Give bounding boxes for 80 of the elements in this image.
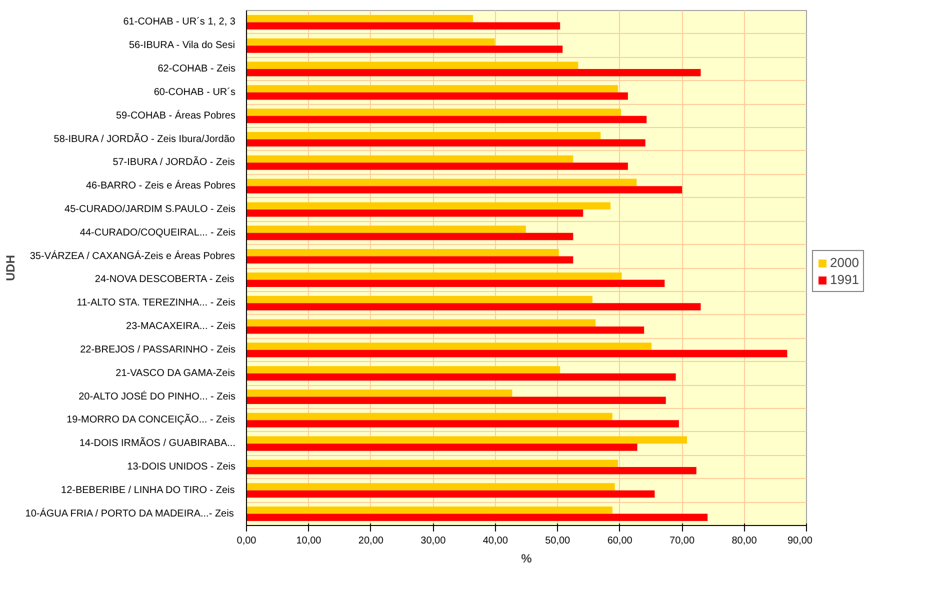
- bar: [246, 209, 584, 217]
- bar: [246, 139, 646, 147]
- bar: [246, 186, 682, 194]
- bar: [246, 396, 666, 404]
- y-tick-label: 11-ALTO STA. TEREZINHA... - Zeis: [76, 298, 236, 309]
- bar: [246, 202, 610, 210]
- y-tick-label: 60-COHAB - UR´s: [154, 86, 236, 98]
- bar: [246, 420, 679, 428]
- bar: [246, 436, 688, 444]
- y-tick-label: 14-DOIS IRMÃOS / GUABIRABA...: [79, 437, 236, 450]
- y-tick-label: 24-NOVA DESCOBERTA - Zeis: [94, 274, 234, 286]
- y-tick-label: 45-CURADO/JARDIM S.PAULO - Zeis: [64, 204, 236, 215]
- y-tick-label: 23-MACAXEIRA... - Zeis: [126, 321, 236, 332]
- bar: [246, 108, 622, 116]
- bar: [246, 85, 618, 92]
- x-tick-label: 60,00: [607, 536, 633, 546]
- x-tick-label: 0,00: [236, 536, 257, 546]
- bar: [246, 366, 560, 374]
- legend-label: 1991: [830, 272, 859, 287]
- bar: [246, 412, 612, 420]
- bar: [246, 92, 628, 100]
- x-tick-label: 10,00: [296, 536, 322, 546]
- bar: [246, 155, 574, 163]
- bar: [246, 303, 701, 310]
- bar: [246, 483, 615, 490]
- y-tick-label: 13-DOIS UNIDOS - Zeis: [127, 461, 236, 472]
- bar: [246, 249, 559, 256]
- y-tick-label: 19-MORRO DA CONCEIÇÃO... - Zeis: [66, 414, 235, 426]
- bar: [246, 116, 647, 124]
- bar: [246, 226, 526, 233]
- bar: [246, 38, 495, 46]
- y-tick-label: 22-BREJOS / PASSARINHO - Zeis: [80, 344, 236, 356]
- y-tick-label: 59-COHAB - Áreas Pobres: [116, 109, 236, 122]
- y-tick-label: 44-CURADO/COQUEIRAL... - Zeis: [80, 227, 236, 238]
- bar: [246, 319, 596, 327]
- bar: [246, 280, 665, 287]
- bar: [246, 162, 628, 170]
- bar: [246, 342, 652, 350]
- y-tick-label: 57-IBURA / JORDÃO - Zeis: [112, 156, 235, 168]
- x-tick-label: 40,00: [482, 536, 508, 546]
- y-tick-label: 62-COHAB - Zeis: [158, 64, 236, 75]
- x-axis-title: %: [521, 552, 532, 566]
- bar: [246, 69, 701, 76]
- bar: [246, 350, 788, 358]
- y-tick-label: 12-BEBERIBE / LINHA DO TIRO - Zeis: [61, 484, 235, 496]
- y-tick-label: 10-ÁGUA FRIA / PORTO DA MADEIRA...- Zeis: [25, 507, 234, 520]
- x-tick-label: 50,00: [545, 536, 571, 546]
- bar: [246, 466, 696, 474]
- bar: [246, 62, 578, 70]
- y-tick-label: 20-ALTO JOSÉ DO PINHO... - Zeis: [78, 390, 236, 402]
- x-tick-label: 70,00: [670, 536, 696, 546]
- bar: [246, 490, 655, 498]
- y-tick-label: 21-VASCO DA GAMA-Zeis: [116, 368, 235, 379]
- bar: [246, 514, 708, 522]
- y-axis-title: UDH: [3, 255, 18, 281]
- y-tick-label: 61-COHAB - UR´s 1, 2, 3: [123, 16, 236, 28]
- bar: [246, 272, 622, 280]
- x-tick-label: 80,00: [732, 536, 758, 546]
- x-tick-label: 90,00: [787, 536, 813, 546]
- bar: [246, 46, 563, 53]
- y-tick-label: 56-IBURA - Vila do Sesi: [128, 40, 235, 52]
- bar: [246, 373, 676, 381]
- bar: [246, 296, 592, 304]
- bar: [246, 444, 638, 451]
- bar: [246, 389, 512, 397]
- x-tick-label: 20,00: [358, 536, 384, 546]
- bar: [246, 178, 637, 186]
- y-tick-label: 58-IBURA / JORDÃO - Zeis Ibura/Jordão: [54, 132, 236, 145]
- bar: [246, 506, 612, 514]
- bar: [246, 232, 574, 240]
- bar: [246, 22, 560, 30]
- bar: [246, 460, 618, 467]
- bar: [246, 14, 473, 22]
- x-tick-label: 30,00: [420, 536, 446, 546]
- legend-label: 2000: [830, 255, 859, 270]
- bar: [246, 132, 601, 140]
- bar: [246, 326, 644, 334]
- y-tick-label: 35-VÁRZEA / CAXANGÁ-Zeis e Áreas Pobres: [30, 250, 235, 262]
- bar: [246, 256, 574, 264]
- y-tick-label: 46-BARRO - Zeis e Áreas Pobres: [86, 180, 236, 192]
